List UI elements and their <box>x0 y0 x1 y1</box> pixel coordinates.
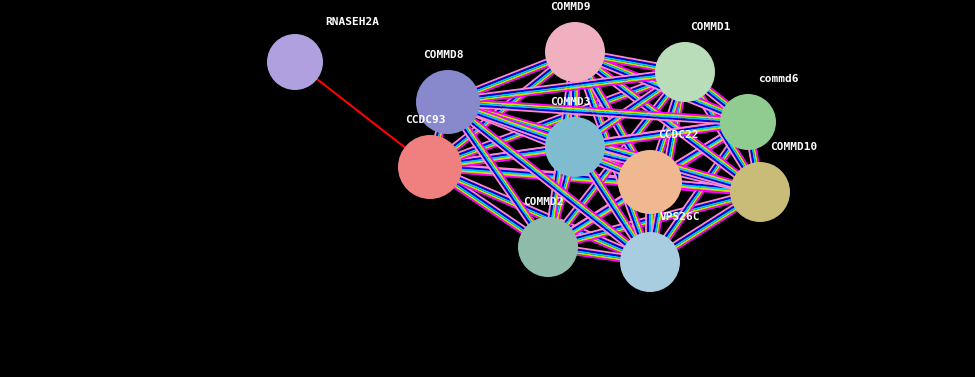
Text: COMMD1: COMMD1 <box>690 22 730 32</box>
Text: COMMD2: COMMD2 <box>523 197 564 207</box>
Circle shape <box>720 94 776 150</box>
Circle shape <box>267 34 323 90</box>
Text: COMMD3: COMMD3 <box>550 97 590 107</box>
Text: COMMD9: COMMD9 <box>550 2 590 12</box>
Circle shape <box>545 117 605 177</box>
Text: VPS26C: VPS26C <box>660 212 700 222</box>
Circle shape <box>618 150 682 214</box>
Text: CCDC93: CCDC93 <box>405 115 446 125</box>
Circle shape <box>398 135 462 199</box>
Circle shape <box>545 22 605 82</box>
Text: RNASEH2A: RNASEH2A <box>325 17 379 27</box>
Text: COMMD8: COMMD8 <box>423 50 463 60</box>
Circle shape <box>620 232 680 292</box>
Text: CCDC22: CCDC22 <box>658 130 698 140</box>
Circle shape <box>416 70 480 134</box>
Circle shape <box>730 162 790 222</box>
Text: commd6: commd6 <box>758 74 799 84</box>
Circle shape <box>655 42 715 102</box>
Text: COMMD10: COMMD10 <box>770 142 817 152</box>
Circle shape <box>518 217 578 277</box>
